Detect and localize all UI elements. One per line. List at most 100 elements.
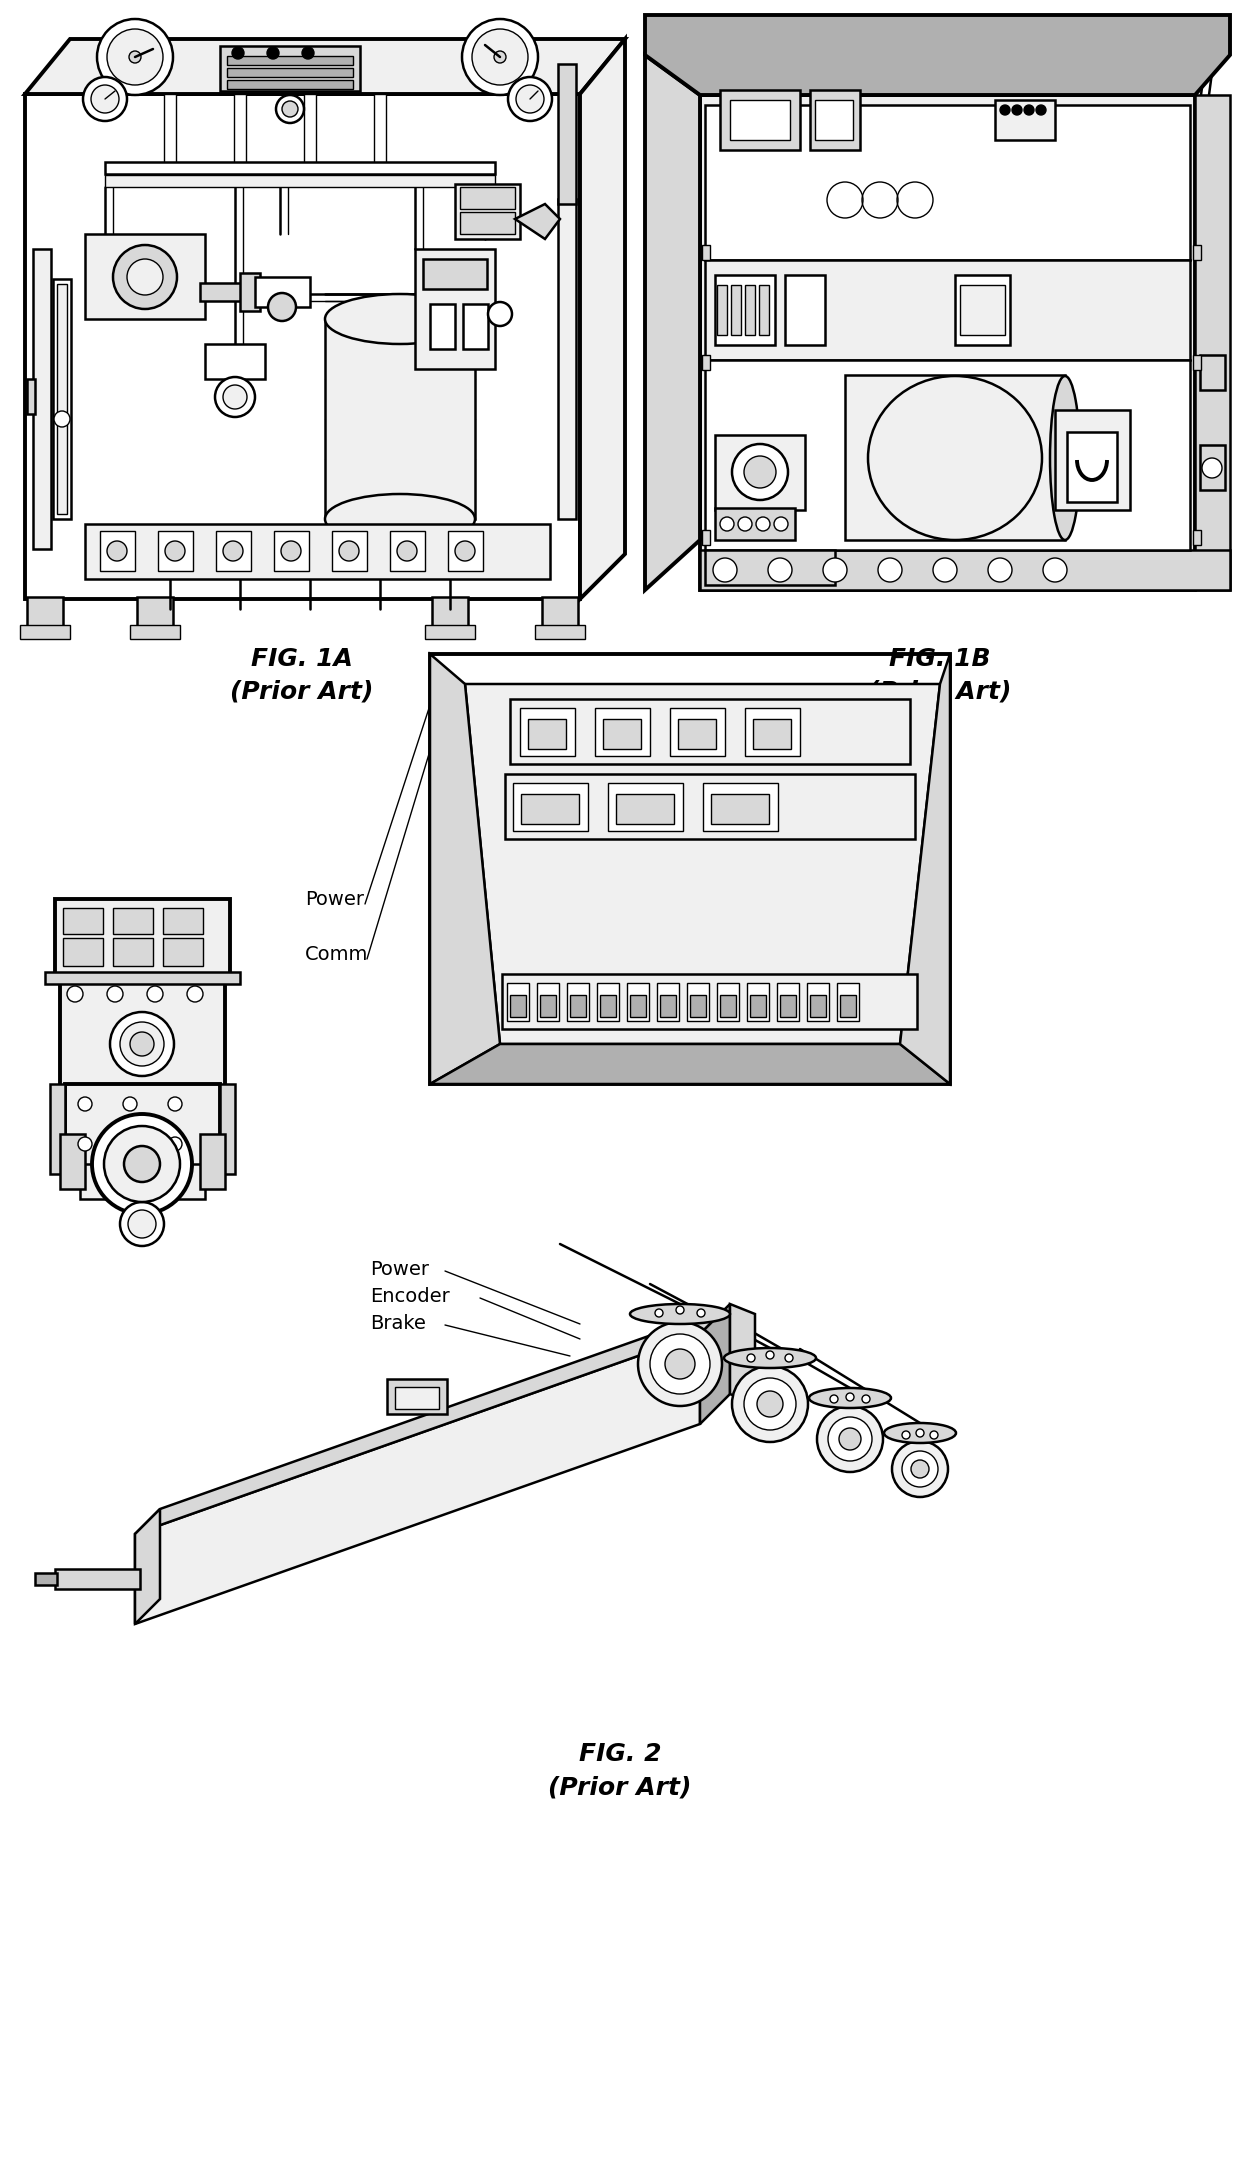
Circle shape (676, 1306, 684, 1315)
Bar (502, 974, 918, 1029)
Circle shape (988, 557, 1012, 581)
Circle shape (839, 1428, 861, 1450)
Bar (687, 983, 709, 1020)
Bar (627, 983, 649, 1020)
Circle shape (744, 1378, 796, 1431)
Bar (425, 625, 475, 640)
Circle shape (756, 1391, 782, 1417)
Bar (595, 708, 650, 756)
Bar (507, 983, 529, 1020)
Bar (703, 784, 777, 830)
Circle shape (232, 48, 244, 59)
Bar (603, 719, 641, 749)
Bar (701, 550, 1230, 590)
Bar (113, 937, 153, 965)
Bar (715, 435, 805, 511)
Circle shape (516, 85, 544, 114)
Bar (711, 795, 769, 823)
Circle shape (846, 1393, 854, 1400)
Bar (780, 996, 796, 1018)
Circle shape (738, 518, 751, 531)
Text: (Prior Art): (Prior Art) (868, 679, 1012, 703)
Bar (955, 275, 1011, 345)
Bar (630, 996, 646, 1018)
Bar (1193, 531, 1202, 546)
Bar (678, 719, 715, 749)
Bar (715, 275, 775, 345)
Circle shape (901, 1431, 910, 1439)
Bar (219, 1083, 236, 1175)
Circle shape (746, 1354, 755, 1363)
Bar (670, 708, 725, 756)
Bar (448, 531, 484, 570)
Bar (463, 304, 489, 349)
Circle shape (123, 1096, 136, 1112)
Bar (219, 46, 360, 92)
Text: FIG. 1B: FIG. 1B (889, 646, 991, 670)
Circle shape (113, 245, 177, 308)
Bar (200, 284, 246, 301)
Bar (753, 719, 791, 749)
Polygon shape (645, 15, 1230, 94)
Bar (702, 245, 711, 260)
Bar (255, 277, 310, 308)
Bar (100, 531, 135, 570)
Text: Brake: Brake (370, 1315, 425, 1332)
Bar (27, 596, 63, 627)
Bar (558, 63, 577, 203)
Polygon shape (25, 94, 580, 598)
Bar (455, 183, 520, 238)
Circle shape (120, 1022, 164, 1066)
Polygon shape (135, 1334, 701, 1625)
Bar (706, 260, 1190, 360)
Text: FIG. 2: FIG. 2 (579, 1743, 661, 1767)
Bar (558, 199, 577, 520)
Bar (234, 94, 246, 168)
Circle shape (916, 1428, 924, 1437)
Bar (20, 625, 69, 640)
Circle shape (697, 1308, 706, 1317)
Bar (689, 996, 706, 1018)
Circle shape (911, 1459, 929, 1479)
Bar (415, 249, 495, 369)
Circle shape (107, 985, 123, 1002)
Polygon shape (25, 39, 625, 94)
Bar (460, 188, 515, 210)
Bar (374, 94, 386, 168)
Bar (50, 1083, 64, 1175)
Bar (759, 284, 769, 334)
Circle shape (67, 985, 83, 1002)
Bar (657, 983, 680, 1020)
Circle shape (277, 94, 304, 122)
Bar (164, 94, 176, 168)
Circle shape (650, 1334, 711, 1393)
Circle shape (999, 105, 1011, 116)
Circle shape (167, 1096, 182, 1112)
Bar (520, 708, 575, 756)
Bar (717, 284, 727, 334)
Bar (33, 249, 51, 548)
Text: Encoder: Encoder (370, 1286, 450, 1306)
Circle shape (494, 50, 506, 63)
Bar (810, 90, 861, 151)
Bar (63, 909, 103, 935)
Circle shape (397, 542, 417, 561)
Bar (1200, 446, 1225, 489)
Circle shape (107, 28, 162, 85)
Bar (994, 100, 1055, 140)
Bar (105, 162, 495, 175)
Bar (505, 773, 915, 839)
Polygon shape (135, 1308, 725, 1533)
Bar (60, 1133, 86, 1188)
Circle shape (1043, 557, 1066, 581)
Bar (430, 653, 950, 1083)
Bar (325, 319, 475, 520)
Circle shape (167, 1138, 182, 1151)
Bar (1193, 245, 1202, 260)
Bar (534, 625, 585, 640)
Bar (423, 260, 487, 288)
Circle shape (123, 1138, 136, 1151)
Bar (1195, 94, 1230, 590)
Circle shape (713, 557, 737, 581)
Bar (745, 708, 800, 756)
